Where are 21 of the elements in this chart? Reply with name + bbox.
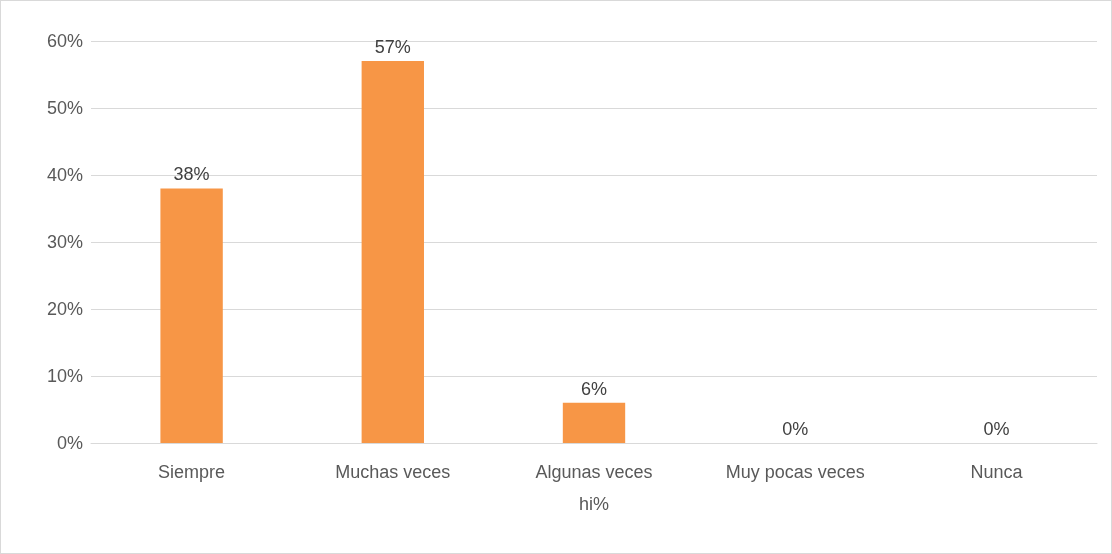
x-tick-label: Muy pocas veces bbox=[725, 462, 865, 482]
data-label: 6% bbox=[580, 378, 608, 399]
y-tick-label: 20% bbox=[46, 299, 83, 319]
y-tick-label: 60% bbox=[46, 31, 83, 51]
data-label: 38% bbox=[173, 164, 210, 185]
x-tick-label: Algunas veces bbox=[535, 462, 653, 482]
x-tick-label: Siempre bbox=[158, 462, 226, 482]
bar bbox=[160, 188, 223, 443]
data-label: 0% bbox=[782, 419, 809, 439]
x-tick-label: Muchas veces bbox=[335, 462, 451, 482]
y-tick-label: 10% bbox=[46, 366, 83, 386]
y-tick-label: 40% bbox=[46, 165, 83, 185]
data-label: 0% bbox=[983, 419, 1010, 439]
bar bbox=[562, 402, 626, 443]
x-tick-label: Nunca bbox=[970, 462, 1024, 482]
x-axis-title: hi% bbox=[578, 494, 610, 514]
bar bbox=[361, 61, 424, 443]
y-tick-label: 30% bbox=[46, 232, 83, 252]
y-tick-label: 0% bbox=[56, 433, 83, 453]
data-label: 57% bbox=[374, 37, 411, 58]
y-tick-label: 50% bbox=[46, 98, 83, 118]
